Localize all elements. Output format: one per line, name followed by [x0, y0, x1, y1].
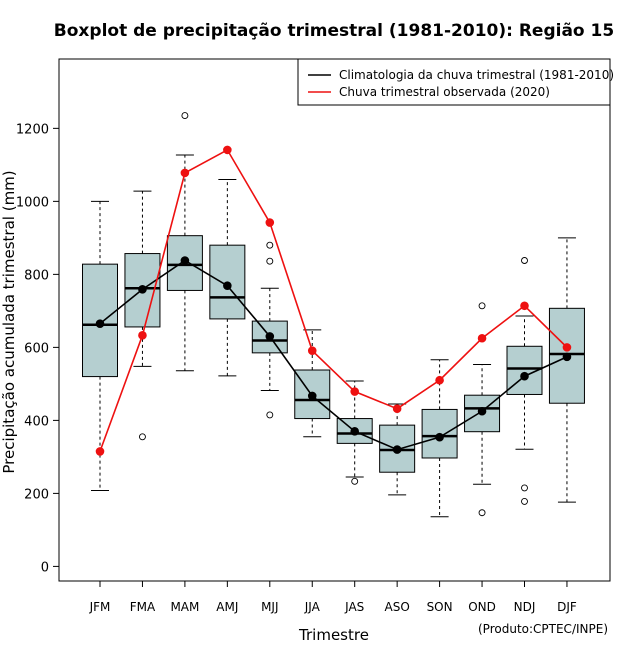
- x-tick-label: JAS: [344, 600, 364, 614]
- series-observed: [95, 145, 572, 456]
- series-point: [223, 281, 232, 290]
- series-point: [520, 301, 529, 311]
- series-point: [180, 256, 190, 265]
- outlier-point: [521, 484, 528, 492]
- series-point: [477, 333, 487, 343]
- x-axis: JFM FMA MAM AMJ MJJ JJA JAS ASO SON OND NDJ DJF: [89, 581, 577, 614]
- legend: Climatologia da chuva trimestral (1981-2…: [297, 58, 614, 106]
- boxplot-AMJ: [209, 178, 246, 377]
- series-line: [99, 259, 568, 451]
- legend-label-climatology: Climatologia da chuva trimestral (1981-2…: [339, 68, 614, 82]
- series-point: [350, 427, 360, 436]
- boxplot-JJA: [294, 329, 331, 438]
- boxplot-NDJ: [506, 257, 543, 505]
- outlier-point: [138, 433, 146, 441]
- boxplot-MAM: [166, 112, 203, 372]
- boxplot-JFM: [82, 200, 118, 491]
- series-point: [562, 343, 572, 352]
- y-tick-label: 0: [41, 560, 49, 575]
- outlier-point: [521, 257, 528, 264]
- series-point: [350, 387, 360, 396]
- x-tick-label: ASO: [385, 600, 410, 614]
- outlier-point: [266, 411, 274, 419]
- y-tick-label: 200: [24, 487, 49, 502]
- outlier-point: [266, 257, 274, 265]
- series-point: [435, 375, 444, 385]
- legend-label-observed: Chuva trimestral observada (2020): [339, 85, 550, 99]
- series-point: [223, 145, 232, 155]
- x-tick-label: DJF: [557, 600, 577, 614]
- x-tick-label: AMJ: [216, 600, 238, 614]
- series-point: [307, 391, 317, 401]
- x-tick-label: MJJ: [261, 600, 278, 614]
- x-axis-label: Trimestre: [298, 626, 369, 644]
- series-point: [307, 346, 317, 355]
- outlier-point: [478, 302, 486, 310]
- y-tick-label: 600: [24, 341, 49, 356]
- series-point: [265, 332, 275, 341]
- series-point: [180, 168, 190, 178]
- series-point: [265, 218, 275, 227]
- y-tick-label: 400: [24, 414, 49, 429]
- outlier-point: [351, 477, 359, 485]
- x-tick-label: FMA: [130, 600, 156, 614]
- series-climatology: [95, 256, 572, 454]
- x-tick-label: JFM: [89, 600, 111, 614]
- boxplot-MJJ: [251, 241, 288, 419]
- series-point: [477, 406, 487, 416]
- outlier-point: [478, 509, 486, 517]
- x-tick-label: SON: [427, 600, 453, 614]
- y-tick-label: 800: [24, 268, 49, 283]
- x-tick-label: MAM: [170, 600, 199, 614]
- y-axis: 0 200 400 600 800 1000 1200: [16, 122, 59, 575]
- outlier-point: [521, 497, 528, 505]
- series-point: [520, 371, 529, 381]
- series-point: [392, 404, 402, 414]
- series-point: [562, 352, 572, 362]
- x-tick-label: JJA: [304, 600, 321, 614]
- y-axis-label: Precipitação acumulada trimestral (mm): [0, 170, 18, 473]
- plot-area: [82, 112, 585, 518]
- y-tick-label: 1000: [16, 195, 49, 210]
- x-tick-label: OND: [468, 600, 496, 614]
- chart-title: Boxplot de precipitação trimestral (1981…: [54, 21, 614, 41]
- series-point: [95, 447, 105, 456]
- series-line: [99, 148, 568, 452]
- outlier-point: [181, 112, 189, 120]
- y-tick-label: 1200: [16, 122, 49, 137]
- series-point: [138, 331, 147, 340]
- series-point: [435, 432, 444, 442]
- x-tick-label: NDJ: [514, 600, 536, 614]
- boxplot-FMA: [124, 190, 161, 441]
- legend-box: [297, 58, 611, 106]
- series-point: [95, 319, 105, 328]
- series-point: [392, 445, 402, 454]
- series-point: [138, 285, 147, 294]
- boxplot-DJF: [548, 237, 585, 503]
- outlier-point: [266, 241, 274, 249]
- product-credit: (Produto:CPTEC/INPE): [478, 622, 608, 636]
